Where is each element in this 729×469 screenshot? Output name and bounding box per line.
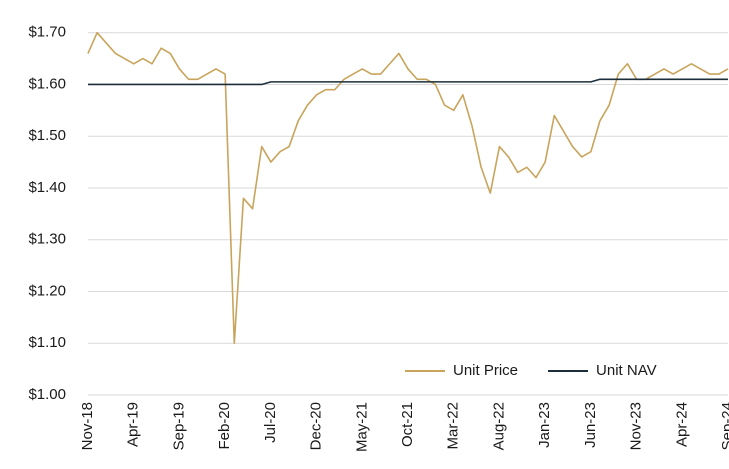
x-tick-label: Dec-20 [308,402,325,450]
x-tick-label: Mar-22 [445,402,462,450]
x-tick-label: Sep-24 [719,402,729,450]
x-tick-label: Sep-19 [170,402,187,450]
line-series [88,78,728,86]
y-tick-label: $1.50 [28,127,66,144]
legend-label: Unit Price [453,362,518,379]
x-tick-label: Jan-23 [536,402,553,448]
x-tick-label: May-21 [353,402,370,452]
x-tick-label: Nov-18 [79,402,96,450]
x-tick-label: Oct-21 [399,402,416,447]
x-tick-label: Apr-19 [125,402,142,447]
y-tick-label: $1.20 [28,282,66,299]
x-tick-label: Feb-20 [216,402,233,450]
y-tick-label: $1.60 [28,75,66,92]
y-tick-label: $1.40 [28,179,66,196]
legend-label: Unit NAV [596,362,657,379]
x-tick-label: Aug-22 [490,402,507,450]
y-tick-label: $1.70 [28,24,66,41]
x-tick-label: Jun-23 [582,402,599,448]
y-tick-label: $1.10 [28,334,66,351]
line-series [87,31,729,345]
x-tick-label: Nov-23 [628,402,645,450]
y-tick-label: $1.00 [28,386,66,403]
y-tick-label: $1.30 [28,231,66,248]
x-tick-label: Apr-24 [673,402,690,447]
x-tick-label: Jul-20 [262,402,279,443]
